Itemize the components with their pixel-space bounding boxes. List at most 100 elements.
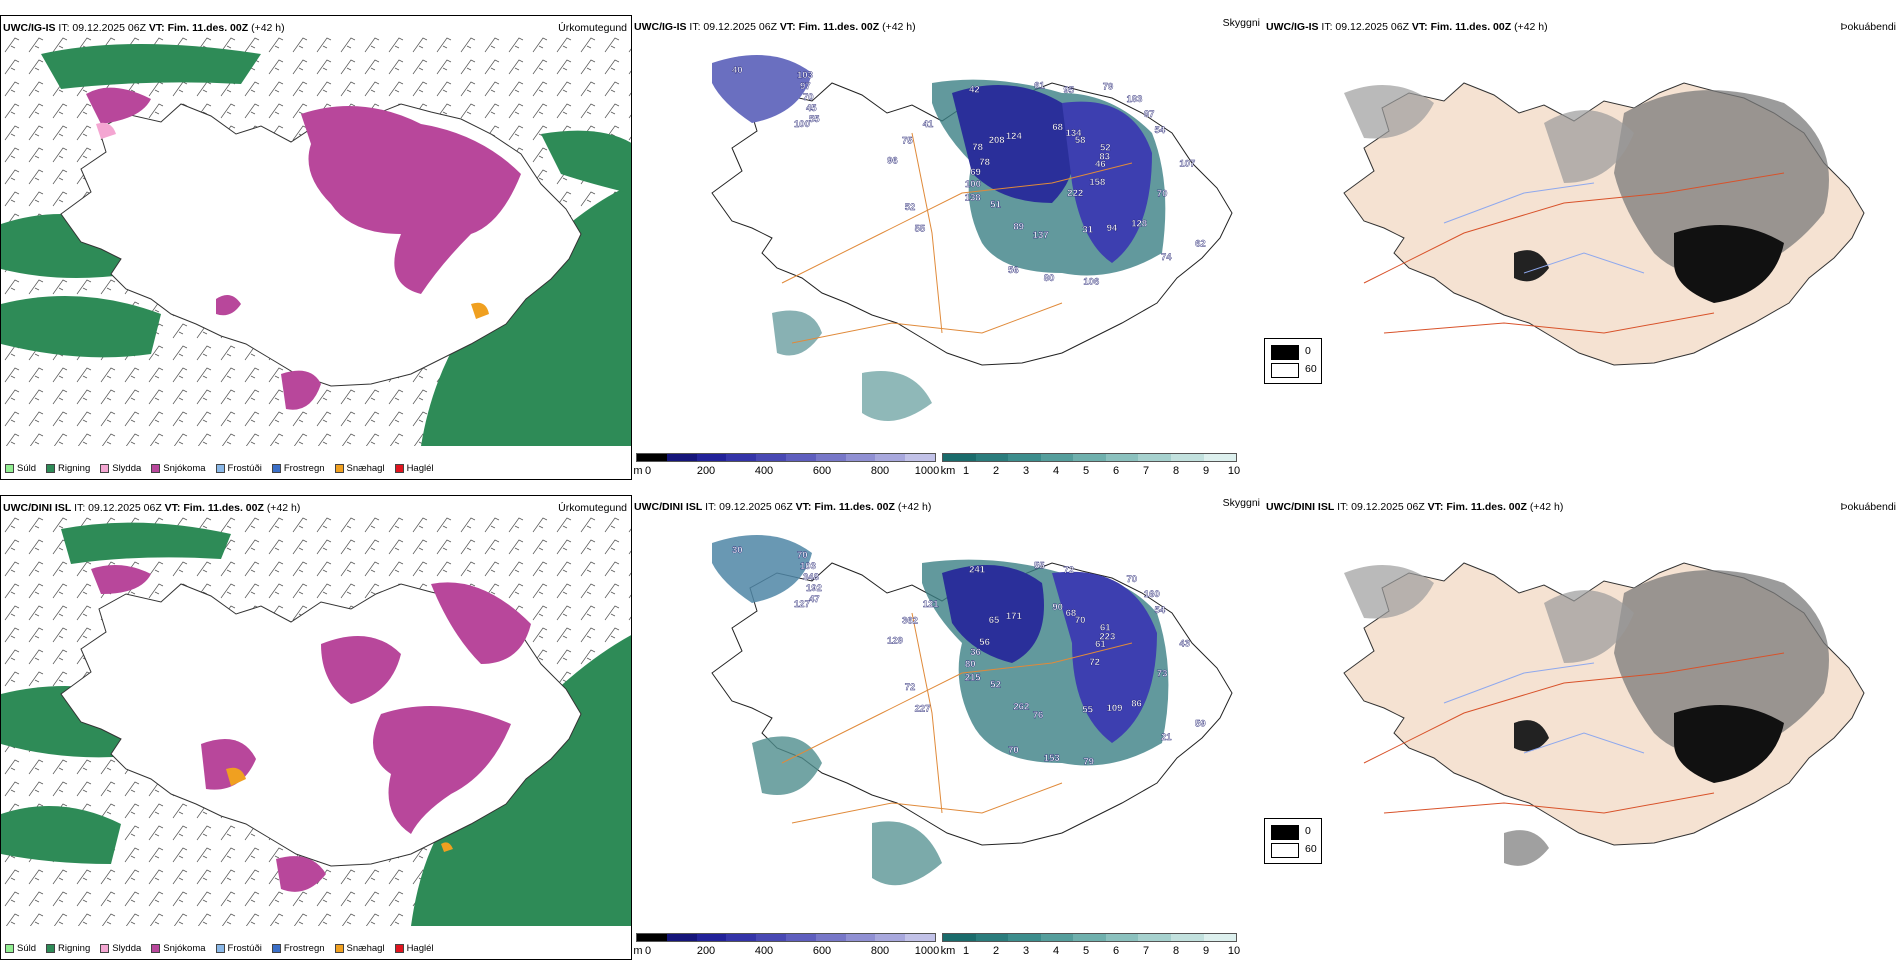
snow-depth-label: 100 [794, 119, 810, 130]
snow-depth-label: 124 [1006, 131, 1023, 142]
legend-item: Snjókoma [151, 943, 206, 954]
snow-depth-label: 78 [972, 142, 983, 153]
snow-depth-label: 138 [965, 192, 981, 203]
snow-vis-map: 40 51 95 74 78 54 56 55 70 52 58 31 41 46 45 61 62 69 87 80… [711, 55, 1233, 421]
snow-colorbar [636, 453, 936, 462]
lead-time: (+42 h) [882, 21, 916, 33]
snow-depth-label: 56 [979, 637, 990, 648]
vis-tick: 5 [1082, 465, 1090, 477]
snow-depth-label: 45 [806, 103, 817, 114]
vis-tick: 6 [1112, 465, 1120, 477]
ptype-legend: Súld Rigning Slydda Snjókoma Frostúði Fr… [5, 941, 440, 955]
panel-header: UWC/DINI ISL IT: 09.12.2025 06Z VT: Fim.… [3, 502, 627, 516]
snow-depth-label: 183 [1127, 94, 1143, 105]
model-name: UWC/DINI ISL [3, 502, 72, 514]
snow-tick: 1000 [914, 945, 940, 957]
lead-time: (+42 h) [897, 501, 932, 513]
snow-depth-label: 128 [1131, 218, 1147, 229]
snow-depth-label: 153 [1044, 753, 1060, 764]
snow-depth-label: 54 [1155, 605, 1166, 616]
snow-depth-label: 55 [915, 223, 926, 234]
ptype-panel-row2: UWC/DINI ISL IT: 09.12.2025 06Z VT: Fim.… [0, 495, 632, 960]
legend-item: Snæhagl [334, 943, 385, 954]
legend-item: Frostregn [271, 943, 325, 954]
fog-panel-row2: UWC/DINI ISL IT: 09.12.2025 06Z VT: Fim.… [1264, 495, 1900, 960]
legend-item: Slydda [100, 463, 141, 474]
snow-tick: 400 [754, 945, 774, 957]
snow-depth-label: 43 [1179, 639, 1190, 650]
fog-legend-bottom: 60 [1305, 363, 1317, 375]
snow-depth-label: 79 [1083, 757, 1094, 768]
legend-item: Haglél [394, 463, 434, 474]
snow-depth-label: 241 [969, 565, 986, 576]
snow-tick: 600 [812, 945, 832, 957]
snow-depth-label: 72 [1089, 657, 1100, 668]
snow-depth-label: 80 [965, 659, 976, 670]
snow-depth-label: 208 [989, 135, 1005, 146]
snow-depth-label: 41 [923, 119, 934, 130]
snow-vis-panel-row2: UWC/DINI ISL IT: 09.12.2025 06Z VT: Fim.… [632, 495, 1264, 960]
snow-depth-label: 52 [905, 202, 916, 213]
valid-time: VT: Fim. 11.des. 00Z [148, 22, 249, 34]
snow-tick: 800 [870, 465, 890, 477]
snow-tick: 400 [754, 465, 774, 477]
snow-depth-label: 134 [1066, 128, 1083, 139]
lead-time: (+42 h) [1514, 21, 1548, 33]
snow-depth-label: 96 [887, 156, 898, 167]
init-time: IT: 09.12.2025 06Z [1337, 501, 1425, 513]
snow-tick: 200 [696, 465, 716, 477]
snow-depth-label: 70 [1075, 615, 1086, 626]
vis-tick: 4 [1052, 465, 1060, 477]
vis-colorbar [942, 933, 1237, 942]
ptype-map [1, 34, 631, 446]
snow-depth-label: 97 [800, 81, 811, 92]
snow-depth-label: 55 [1034, 561, 1045, 572]
snow-depth-label: 59 [1195, 719, 1206, 730]
snow-depth-label: 68 [1066, 608, 1077, 619]
fog-title: Þokuábendi [1840, 21, 1896, 33]
snow-depth-label: 31 [1082, 224, 1093, 235]
legend-item: Rigning [46, 463, 90, 474]
snow-depth-label: 52 [990, 680, 1001, 691]
vis-tick: 5 [1082, 945, 1090, 957]
fog-legend-bottom: 60 [1305, 843, 1317, 855]
snow-depth-label: 74 [1161, 252, 1172, 263]
snow-depth-label: 100 [965, 179, 981, 190]
vis-colorbar [942, 453, 1237, 462]
legend-item: Frostúði [215, 943, 262, 954]
valid-time: VT: Fim. 11.des. 00Z [164, 502, 264, 514]
snow-depth-label: 121 [923, 599, 940, 610]
lead-time: (+42 h) [266, 502, 301, 514]
snow-depth-label: 72 [1064, 565, 1075, 576]
legend-item: Snæhagl [334, 463, 385, 474]
model-name: UWC/IG-IS [634, 21, 687, 33]
visibility-title: Skyggni [1222, 17, 1260, 29]
valid-time: VT: Fim. 11.des. 00Z [1427, 501, 1527, 513]
ptype-legend: Súld Rigning Slydda Snjókoma Frostúði Fr… [5, 461, 440, 475]
snow-depth-label: 86 [1131, 698, 1142, 709]
fog-map [1343, 82, 1865, 366]
model-name: UWC/IG-IS [1266, 21, 1319, 33]
snow-depth-label: 262 [1013, 701, 1029, 712]
fog-map [1343, 562, 1865, 866]
ptype-panel-row1: UWC/IG-IS IT: 09.12.2025 06Z VT: Fim. 11… [0, 15, 632, 480]
vis-tick: 2 [992, 945, 1000, 957]
snow-depth-label: 55 [1082, 704, 1093, 715]
legend-item: Súld [5, 463, 36, 474]
legend-item: Haglél [394, 943, 434, 954]
model-name: UWC/IG-IS [3, 22, 56, 34]
snow-depth-label: 61 [1034, 81, 1045, 92]
snow-depth-label: 222 [1067, 188, 1083, 199]
snow-depth-label: 65 [989, 615, 1000, 626]
snow-depth-label: 56 [1008, 265, 1019, 276]
snow-depth-label: 158 [1089, 177, 1105, 188]
snow-depth-label: 223 [1099, 632, 1115, 643]
snow-depth-label: 79 [1103, 82, 1114, 93]
snow-depth-label: 90 [1052, 602, 1063, 613]
vis-tick: 1 [962, 945, 970, 957]
snow-depth-label: 95 [1064, 85, 1075, 96]
vis-tick: 4 [1052, 945, 1060, 957]
panel-header: UWC/IG-IS IT: 09.12.2025 06Z VT: Fim. 11… [3, 22, 627, 36]
init-time: IT: 09.12.2025 06Z [58, 22, 146, 34]
ptype-title: Úrkomutegund [558, 22, 627, 34]
